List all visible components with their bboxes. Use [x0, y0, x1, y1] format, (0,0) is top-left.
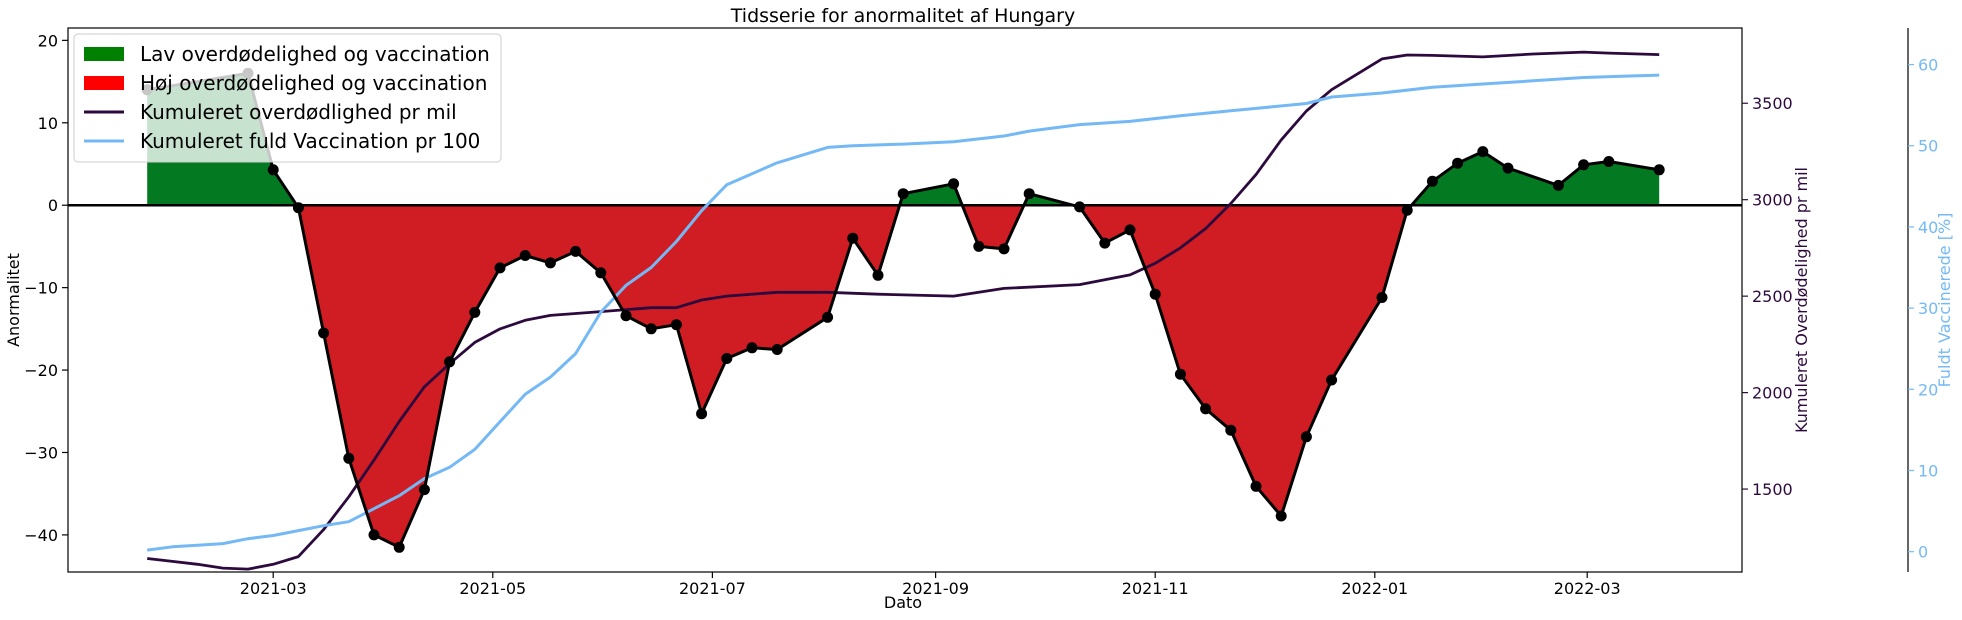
- anomaly-point-32: [1099, 237, 1111, 249]
- excess-deaths-line: [147, 50, 1660, 571]
- legend-label-2: Kumuleret overdødlighed pr mil: [140, 100, 457, 124]
- anomaly-point-27: [948, 178, 960, 190]
- y-axis-label-left: Anormalitet: [4, 253, 23, 347]
- y-right2-tick-label-3: 30: [1918, 299, 1938, 318]
- x-tick-label-0: 2021-03: [240, 579, 307, 598]
- negative-anomaly-area-5: [1073, 205, 1412, 516]
- x-tick-label-2: 2021-07: [679, 579, 746, 598]
- anomaly-point-35: [1174, 368, 1186, 380]
- y-right2-tick-label-1: 10: [1918, 462, 1938, 481]
- chart-title: Tidsserie for anormalitet af Hungary: [730, 5, 1075, 27]
- y-right2-tick-label-6: 60: [1918, 56, 1938, 75]
- anomaly-point-14: [570, 245, 582, 257]
- legend-label-3: Kumuleret fuld Vaccination pr 100: [140, 129, 480, 153]
- anomaly-point-19: [696, 408, 708, 420]
- anomaly-point-44: [1426, 175, 1438, 187]
- anomaly-point-6: [368, 529, 380, 541]
- anomaly-point-28: [973, 240, 985, 252]
- anomaly-point-34: [1149, 288, 1161, 300]
- legend: Lav overdødelighed og vaccination Høj ove…: [73, 33, 502, 163]
- anomaly-point-45: [1452, 157, 1464, 169]
- anomaly-point-31: [1074, 201, 1086, 213]
- y-left-tick-label-5: 10: [38, 114, 58, 133]
- anomaly-point-24: [847, 232, 859, 244]
- vaccination-line: [147, 73, 1660, 552]
- anomaly-point-42: [1376, 292, 1388, 303]
- anomaly-point-49: [1578, 159, 1590, 171]
- y-right1-tick-label-3: 3000: [1752, 191, 1793, 210]
- anomaly-point-50: [1603, 156, 1615, 167]
- anomaly-point-38: [1250, 480, 1262, 492]
- y-left-tick-label-3: −10: [24, 279, 58, 298]
- legend-swatch-1: [84, 76, 124, 90]
- anomaly-point-33: [1124, 224, 1136, 236]
- legend-label-1: Høj overdødelighed og vaccination: [140, 71, 487, 95]
- y-right1-tick-label-0: 1500: [1752, 480, 1793, 499]
- anomaly-point-48: [1552, 179, 1564, 191]
- y-right1-tick-label-2: 2500: [1752, 287, 1793, 306]
- anomaly-point-10: [469, 306, 481, 318]
- anomaly-point-29: [998, 243, 1010, 255]
- x-axis-label: Dato: [884, 593, 922, 612]
- y-axis-label-right-vaccinated: Fuldt Vaccinerede [%]: [1935, 213, 1954, 388]
- anomaly-point-9: [444, 356, 456, 368]
- anomaly-point-39: [1275, 510, 1287, 522]
- y-left-tick-label-0: −40: [24, 526, 58, 545]
- axes-layer: 2021-03 2021-05 2021-07 2021-09 2021-11 2022-…: [24, 27, 1938, 598]
- anomaly-point-5: [343, 452, 355, 464]
- anomaly-point-43: [1401, 204, 1413, 216]
- anomaly-point-15: [595, 267, 607, 279]
- anomaly-point-37: [1225, 424, 1237, 436]
- anomaly-point-17: [645, 323, 657, 335]
- y-right2-tick-label-0: 0: [1918, 543, 1928, 562]
- anomaly-point-46: [1477, 146, 1489, 158]
- x-tick-label-3: 2021-09: [902, 579, 969, 598]
- anomaly-point-41: [1326, 374, 1338, 386]
- y-left-tick-label-6: 20: [38, 31, 58, 50]
- anomaly-point-20: [721, 353, 733, 364]
- x-tick-label-1: 2021-05: [459, 579, 526, 598]
- anomaly-point-8: [418, 484, 430, 496]
- anomaly-point-36: [1200, 403, 1212, 415]
- anomaly-point-23: [822, 311, 834, 323]
- negative-anomaly-area-1: [296, 205, 900, 548]
- anomaly-point-51: [1653, 164, 1665, 176]
- anomaly-point-3: [292, 202, 304, 214]
- plot-frame: [67, 27, 1743, 573]
- x-tick-label-6: 2022-03: [1554, 579, 1621, 598]
- anomaly-point-22: [771, 344, 783, 355]
- positive-anomaly-area-2: [899, 183, 963, 206]
- anomaly-point-16: [620, 310, 632, 322]
- series-lines-layer: [146, 50, 1660, 571]
- anomaly-point-30: [1023, 188, 1035, 200]
- legend-swatch-0: [84, 47, 124, 61]
- anomaly-point-7: [393, 541, 405, 553]
- y-right2-tick-label-5: 50: [1918, 137, 1938, 156]
- y-right2-tick-label-2: 20: [1918, 380, 1938, 399]
- anomaly-point-2: [267, 164, 279, 176]
- y-right1-tick-label-1: 2000: [1752, 384, 1793, 403]
- legend-label-0: Lav overdødelighed og vaccination: [140, 42, 490, 66]
- anomaly-point-21: [746, 342, 758, 354]
- x-tick-label-5: 2022-01: [1341, 579, 1408, 598]
- legend-box: [73, 33, 502, 163]
- y-left-tick-label-4: 0: [48, 196, 58, 215]
- anomaly-point-18: [670, 319, 682, 331]
- anomaly-point-4: [318, 327, 330, 339]
- anomaly-point-12: [519, 250, 531, 261]
- y-left-tick-label-2: −20: [24, 361, 58, 380]
- anomaly-point-11: [494, 262, 506, 274]
- anomaly-point-25: [872, 269, 884, 281]
- anomaly-point-40: [1300, 431, 1312, 443]
- y-left-tick-label-1: −30: [24, 443, 58, 462]
- anomaly-line: [146, 71, 1660, 549]
- y-right1-tick-label-4: 3500: [1752, 94, 1793, 113]
- anomaly-point-13: [544, 257, 556, 269]
- x-tick-label-4: 2021-11: [1122, 579, 1189, 598]
- y-axis-label-right-excess: Kumuleret Overdødelighed pr mil: [1792, 167, 1811, 433]
- y-right2-tick-label-4: 40: [1918, 218, 1938, 237]
- anomaly-point-47: [1502, 162, 1514, 174]
- anomaly-point-26: [897, 188, 909, 200]
